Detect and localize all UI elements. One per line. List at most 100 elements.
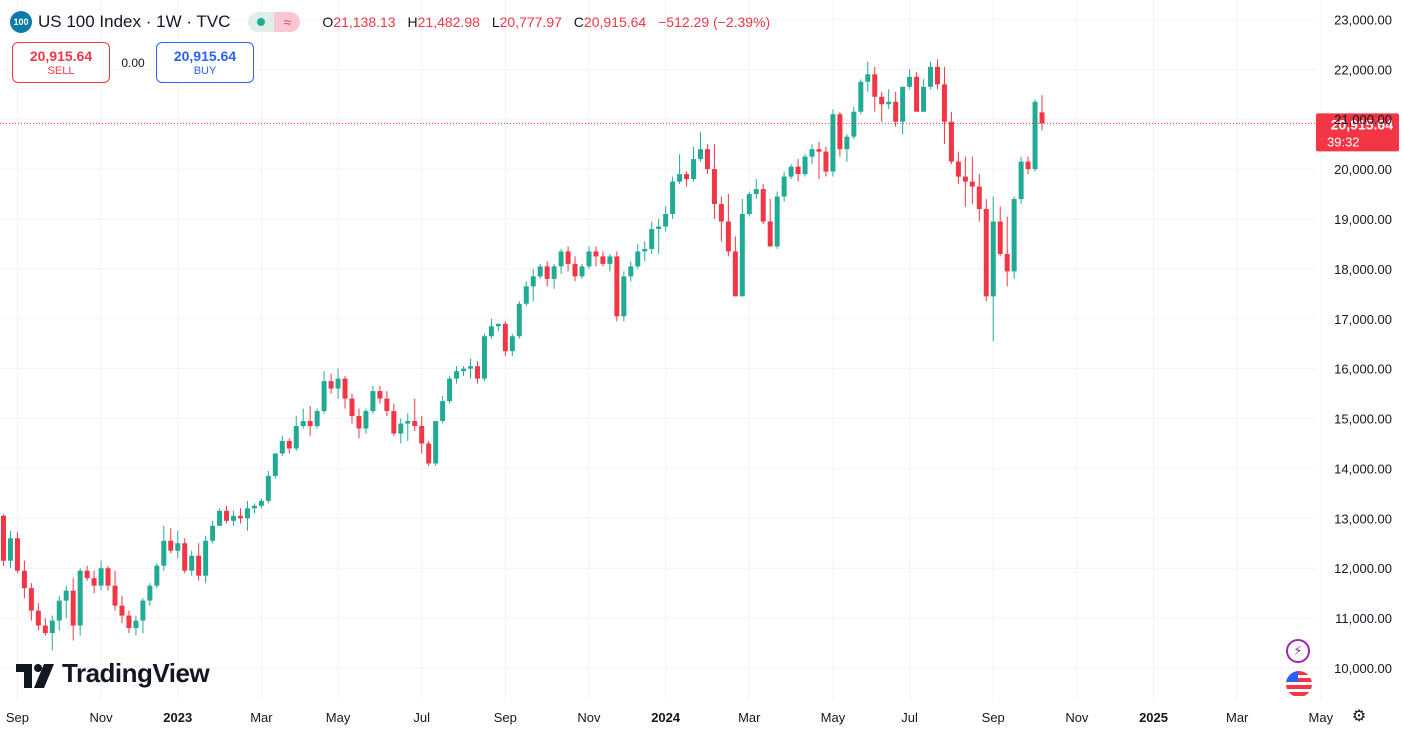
candle-body [711,169,717,205]
candle-body [279,440,285,454]
candle-body [872,74,878,97]
time-tick-label: Jul [901,710,918,725]
low-value: 20,777.97 [499,14,562,30]
last-price-tag[interactable] [1316,113,1399,152]
candle-body [1032,101,1038,170]
time-tick-label: Sep [494,710,517,725]
price-tick-label: 17,000.00 [1334,312,1392,327]
candle-body [684,174,690,180]
candle-body [412,421,418,427]
sell-button[interactable]: 20,915.64 SELL [12,42,110,83]
candle-body [621,276,627,317]
candle-body [272,453,278,476]
high-value: 21,482.98 [417,14,480,30]
candle-body [42,625,48,634]
candle-body [502,323,508,352]
price-tick-label: 12,000.00 [1334,561,1392,576]
candle-body [342,378,348,399]
time-tick-label: Nov [577,710,601,725]
candle-body [14,538,20,571]
candle-body [481,336,487,379]
candle-body [955,161,961,177]
settings-gear-icon[interactable]: ⚙ [1351,708,1367,725]
market-status[interactable]: ≈ [248,12,301,32]
candle-body [321,381,327,412]
candle-body [921,86,927,112]
low-label: L [491,14,500,30]
sell-price: 20,915.64 [29,47,93,64]
market-open-dot-icon[interactable] [248,12,275,32]
candle-body [140,600,146,621]
candle-body [63,590,69,601]
candle-body [788,166,794,177]
candle-body [300,421,306,427]
candle-body [962,176,968,182]
candle-body [91,578,97,586]
candle-body [941,84,947,122]
candle-body [635,251,641,267]
candle-body [147,585,153,601]
candle-body [934,66,940,85]
time-tick-label: May [1309,710,1334,725]
candle-body [98,568,104,586]
tradingview-logo[interactable]: TradingView [16,658,210,689]
symbol-logo-icon[interactable]: 100 [10,11,32,33]
candle-body [593,251,599,257]
candle-body [1025,161,1031,170]
buy-button[interactable]: 20,915.64 BUY [156,42,254,83]
candle-body [286,440,292,449]
candle-body [335,378,341,389]
candle-body [767,221,773,247]
candle-body [663,214,669,227]
delayed-data-wave-icon[interactable]: ≈ [274,12,301,32]
candle-body [753,189,759,195]
candle-body [488,326,494,337]
candle-body [314,411,320,427]
price-tick-label: 16,000.00 [1334,362,1392,377]
candle-body [210,525,216,541]
candle-body [370,391,376,412]
candle-body [391,411,397,434]
price-tick-label: 19,000.00 [1334,212,1392,227]
time-tick-label: Mar [1226,710,1249,725]
last-price-value: 20,915.64 [1331,116,1393,132]
time-tick-label: Sep [982,710,1005,725]
candle-body [21,570,27,589]
symbol-title[interactable]: US 100 Index · 1W · TVC [38,12,231,31]
logo-text: TradingView [62,658,210,688]
price-axis[interactable]: 10,000.00 11,000.00 12,000.00 13,000.00 14,0… [1334,12,1392,676]
price-tick-label: 11,000.00 [1335,611,1392,626]
candle-body [865,74,871,82]
lightning-icon[interactable]: ⚡ [1286,639,1310,663]
candles [1,59,1045,651]
candle-body [830,114,836,172]
candle-body [328,381,334,389]
candle-body [189,555,195,571]
candle-body [516,303,522,337]
candle-body [126,615,132,629]
candle-body [948,121,954,162]
candle-body [704,149,710,170]
candle-body [307,421,313,427]
time-axis[interactable]: Sep Nov 2023 Mar May Jul Sep Nov 2024 Mar May Jul Se… [6,710,1334,725]
candle-body [844,136,850,150]
candle-body [983,209,989,297]
last-price-line: 20,915.64 39:32 [0,113,1399,152]
candle-body [49,620,55,634]
candle-body [495,323,501,327]
close-label: C [573,14,584,30]
us-flag-icon[interactable] [1286,671,1312,697]
candle-body [224,510,230,521]
spread-value: 0.00 [121,55,145,70]
candle-body [447,378,453,402]
candle-body [35,610,41,626]
candle-body [293,426,299,449]
candle-body [718,204,724,222]
candle-body [879,96,885,105]
candle-body [691,159,697,180]
candle-body [600,256,606,264]
time-tick-label: 2025 [1139,710,1168,725]
close-value: 20,915.64 [583,14,647,30]
price-tick-label: 13,000.00 [1334,511,1392,526]
